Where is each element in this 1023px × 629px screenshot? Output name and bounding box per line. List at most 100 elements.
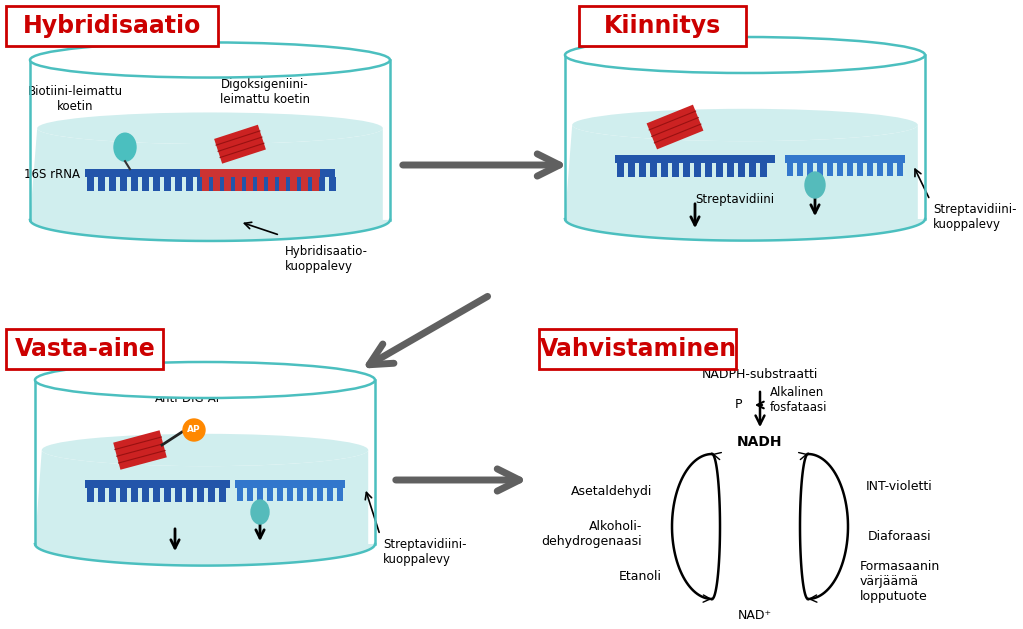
Bar [197,488,204,502]
Bar [153,488,160,502]
Polygon shape [214,125,266,164]
Ellipse shape [35,362,375,398]
Bar [650,163,657,177]
Bar [296,177,303,191]
Text: Streptavidiini: Streptavidiini [696,193,774,206]
Polygon shape [30,128,390,241]
Bar [277,488,283,501]
Bar [213,177,220,191]
Bar [247,488,253,501]
Bar [109,177,116,191]
Polygon shape [647,104,704,149]
Bar [317,488,323,501]
Ellipse shape [114,133,136,161]
Text: Streptavidiini-
kuoppalevy: Streptavidiini- kuoppalevy [933,203,1017,231]
Bar [142,488,149,502]
Text: 16S rRNA: 16S rRNA [24,168,80,181]
Bar [235,480,345,488]
Bar [887,163,893,176]
Bar [318,177,325,191]
Bar [787,163,793,176]
Bar [672,163,679,177]
Polygon shape [35,450,375,565]
Bar [312,177,319,191]
Bar [230,177,237,191]
Bar [817,163,822,176]
Bar [98,488,105,502]
Ellipse shape [30,42,390,77]
Bar [290,177,297,191]
Text: Vasta-aine: Vasta-aine [14,337,155,361]
Bar [186,177,193,191]
Bar [120,488,127,502]
Text: Diaforaasi: Diaforaasi [868,530,932,543]
Text: Alkoholi-
dehydrogenaasi: Alkoholi- dehydrogenaasi [541,521,642,548]
Text: INT-violetti: INT-violetti [866,480,933,493]
Bar [186,488,193,502]
Bar [201,169,320,177]
Bar [279,177,286,191]
Bar [219,488,226,502]
FancyBboxPatch shape [579,6,746,46]
Bar [208,488,215,502]
Bar [694,163,701,177]
Bar [175,488,182,502]
Bar [87,488,94,502]
Text: Formasaanin
värjäämä
lopputuote: Formasaanin värjäämä lopputuote [860,560,940,603]
Bar [164,177,171,191]
Ellipse shape [805,172,825,198]
Bar [727,163,733,177]
Ellipse shape [572,109,918,141]
Bar [301,177,308,191]
Bar [705,163,712,177]
Bar [98,177,105,191]
Bar [285,177,292,191]
Bar [868,163,873,176]
Bar [897,163,903,176]
Bar [237,488,243,501]
Bar [307,488,313,501]
Polygon shape [565,125,925,240]
Bar [246,177,253,191]
Bar [85,169,335,177]
Bar [142,177,149,191]
Bar [661,163,668,177]
Ellipse shape [37,113,383,144]
Text: Etanoli: Etanoli [619,570,662,583]
Bar [224,177,231,191]
Bar [807,163,813,176]
Bar [252,177,259,191]
Text: Alkalinen
fosfataasi: Alkalinen fosfataasi [770,386,828,414]
Bar [235,177,242,191]
Bar [241,177,248,191]
Bar [857,163,863,176]
Bar [738,163,745,177]
Bar [268,177,275,191]
Bar [877,163,883,176]
FancyBboxPatch shape [539,329,736,369]
Bar [307,177,314,191]
Bar [208,177,215,191]
Bar [785,155,905,163]
Text: Hybridisaatio: Hybridisaatio [23,14,202,38]
Text: NADPH-substraatti: NADPH-substraatti [702,369,818,382]
Text: Digoksigeniini-
leimattu koetin: Digoksigeniini- leimattu koetin [220,78,310,106]
Text: Hybridisaatio-
kuoppalevy: Hybridisaatio- kuoppalevy [285,245,368,273]
Text: Kiinnitys: Kiinnitys [605,14,721,38]
Bar [297,488,303,501]
Bar [639,163,646,177]
Bar [327,488,333,501]
Text: P: P [735,399,742,411]
Bar [85,480,230,488]
Bar [837,163,843,176]
Bar [175,177,182,191]
Bar [274,177,281,191]
Bar [120,177,127,191]
Ellipse shape [565,37,925,73]
Polygon shape [114,430,167,470]
Bar [263,177,270,191]
Bar [197,177,204,191]
Bar [337,488,343,501]
Text: Anti-DIG-AP: Anti-DIG-AP [154,392,223,405]
Text: NAD⁺: NAD⁺ [738,609,772,622]
